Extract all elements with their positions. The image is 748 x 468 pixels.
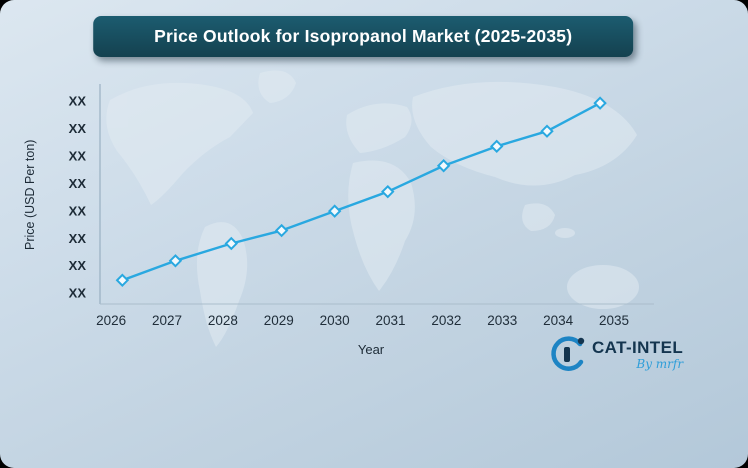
data-point-marker xyxy=(115,273,130,287)
price-line-series xyxy=(121,101,602,282)
x-tick-label: 2028 xyxy=(208,313,238,328)
x-tick-label: 2032 xyxy=(431,313,461,328)
y-tick-label: XX xyxy=(69,93,87,108)
x-tick-label: 2033 xyxy=(487,313,517,328)
cat-intel-logo-icon xyxy=(551,336,585,371)
data-point-marker xyxy=(381,184,395,199)
x-tick-label: 2035 xyxy=(599,313,629,328)
world-map-backdrop xyxy=(106,70,639,347)
x-tick-label: 2031 xyxy=(376,313,406,328)
cat-intel-logo: CAT-INTEL By mrfr xyxy=(548,334,718,374)
data-point-marker xyxy=(224,236,239,251)
x-tick-label: 2029 xyxy=(264,313,294,328)
y-tick-label: XX xyxy=(69,258,87,273)
chart-title: Price Outlook for Isopropanol Market (20… xyxy=(154,26,573,46)
y-tick-label: XX xyxy=(69,231,87,246)
data-point-marker xyxy=(490,139,504,154)
y-tick-label: XX xyxy=(69,203,87,218)
price-line-chart-svg: XX XX XX XX XX XX XX XX 2026 2027 2028 2029 2030 2031… xyxy=(69,84,654,357)
x-tick-label: 2034 xyxy=(543,313,574,328)
y-tick-label: XX xyxy=(69,176,87,191)
logo-name: CAT-INTEL xyxy=(592,337,684,357)
x-tick-label: 2027 xyxy=(152,313,182,328)
data-point-marker xyxy=(274,223,289,238)
y-tick-label: XX xyxy=(69,121,87,136)
data-point-marker xyxy=(168,254,183,268)
price-line-chart: XX XX XX XX XX XX XX XX 2026 2027 2028 2029 2030 2031… xyxy=(26,74,686,374)
data-point-marker xyxy=(593,96,607,110)
x-tick-label: 2030 xyxy=(320,313,350,328)
data-point-marker xyxy=(436,159,451,173)
y-tick-label: XX xyxy=(69,286,87,301)
chart-title-banner: Price Outlook for Isopropanol Market (20… xyxy=(93,16,634,57)
data-point-marker xyxy=(327,204,342,218)
x-tick-label: 2026 xyxy=(96,313,126,328)
x-axis-label: Year xyxy=(358,342,385,357)
data-point-marker xyxy=(540,124,554,138)
y-tick-label: XX xyxy=(69,148,87,163)
logo-byline: By mrfr xyxy=(636,356,684,371)
